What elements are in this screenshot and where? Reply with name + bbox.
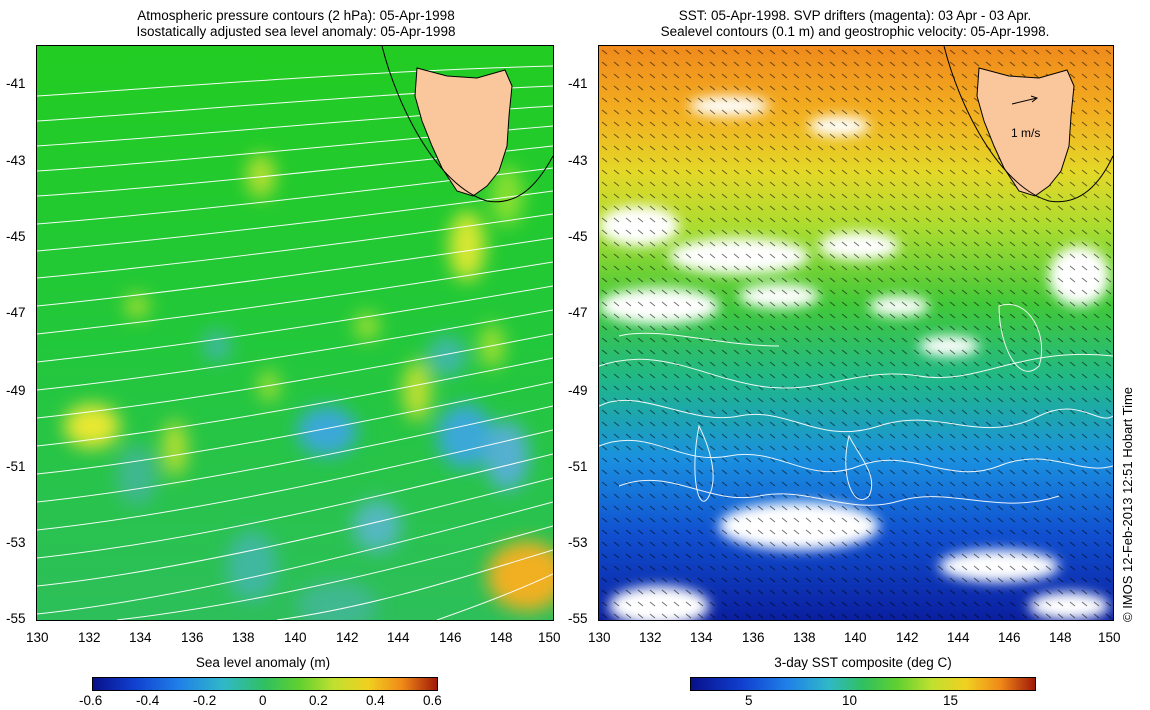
lon-label: 132 (78, 630, 101, 645)
lon-label: 140 (844, 630, 867, 645)
lon-label: 144 (947, 630, 970, 645)
lon-label: 134 (129, 630, 152, 645)
velocity-scale (1011, 95, 1039, 105)
left-map-title: Atmospheric pressure contours (2 hPa): 0… (36, 8, 556, 40)
lat-label: -51 (6, 459, 26, 474)
sealevel-contours (599, 303, 1113, 506)
lat-label: -45 (6, 229, 26, 244)
lat-label: -51 (568, 459, 588, 474)
lon-label: 130 (26, 630, 49, 645)
lat-label: -55 (6, 611, 26, 626)
lon-label: 136 (181, 630, 204, 645)
lat-label: -49 (6, 383, 26, 398)
sst-colorbar (690, 677, 1036, 691)
colorbar-tick: 0.6 (423, 693, 442, 708)
sea-level-colorbar (92, 677, 438, 691)
lat-label: -55 (568, 611, 588, 626)
lon-label: 138 (232, 630, 255, 645)
sst-map: 1 m/s (598, 45, 1114, 621)
colorbar-tick: -0.2 (193, 693, 217, 708)
colorbar-tick: -0.4 (136, 693, 160, 708)
lat-label: -41 (568, 76, 588, 91)
right-map-title: SST: 05-Apr-1998. SVP drifters (magenta)… (590, 8, 1120, 40)
lon-label: 140 (284, 630, 307, 645)
lat-label: -43 (568, 153, 588, 168)
left-title-line1: Atmospheric pressure contours (2 hPa): 0… (137, 8, 455, 23)
lat-label: -53 (568, 535, 588, 550)
lon-label: 146 (998, 630, 1021, 645)
colorbar-tick: 10 (842, 693, 858, 708)
sla-anomaly-patches (64, 154, 553, 620)
right-colorbar-title: 3-day SST composite (deg C) (774, 655, 952, 670)
lon-label: 138 (793, 630, 816, 645)
lon-label: 150 (538, 630, 561, 645)
lat-label: -43 (6, 153, 26, 168)
imos-credit: © IMOS 12-Feb-2013 12:51 Hobart Time (1120, 386, 1135, 622)
right-title-line2: Sealevel contours (0.1 m) and geostrophi… (660, 24, 1050, 39)
lon-label: 130 (588, 630, 611, 645)
left-colorbar-title: Sea level anomaly (m) (195, 655, 331, 670)
colorbar-tick: 0.2 (309, 693, 328, 708)
lat-label: -49 (568, 383, 588, 398)
colorbar-tick: 0.4 (366, 693, 385, 708)
lat-label: -47 (568, 305, 588, 320)
lat-label: -41 (6, 76, 26, 91)
lon-label: 132 (639, 630, 662, 645)
lon-label: 144 (387, 630, 410, 645)
sea-level-anomaly-map (36, 45, 554, 621)
lon-label: 148 (490, 630, 513, 645)
lon-label: 148 (1049, 630, 1072, 645)
lat-label: -47 (6, 305, 26, 320)
tasmania-land-sst (976, 67, 1075, 197)
lat-label: -53 (6, 535, 26, 550)
lon-label: 142 (336, 630, 359, 645)
left-title-line2: Isostatically adjusted sea level anomaly… (136, 24, 456, 39)
colorbar-tick: 0 (259, 693, 267, 708)
colorbar-tick: 5 (745, 693, 753, 708)
right-title-line1: SST: 05-Apr-1998. SVP drifters (magenta)… (678, 8, 1032, 23)
lon-label: 134 (690, 630, 713, 645)
lon-label: 150 (1098, 630, 1121, 645)
lon-label: 136 (742, 630, 765, 645)
velocity-scale-label: 1 m/s (1011, 126, 1041, 140)
colorbar-tick: -0.6 (79, 693, 103, 708)
lat-label: -45 (568, 229, 588, 244)
colorbar-tick: 15 (943, 693, 959, 708)
lon-label: 146 (439, 630, 462, 645)
tasmania-land (414, 67, 513, 197)
lon-label: 142 (896, 630, 919, 645)
